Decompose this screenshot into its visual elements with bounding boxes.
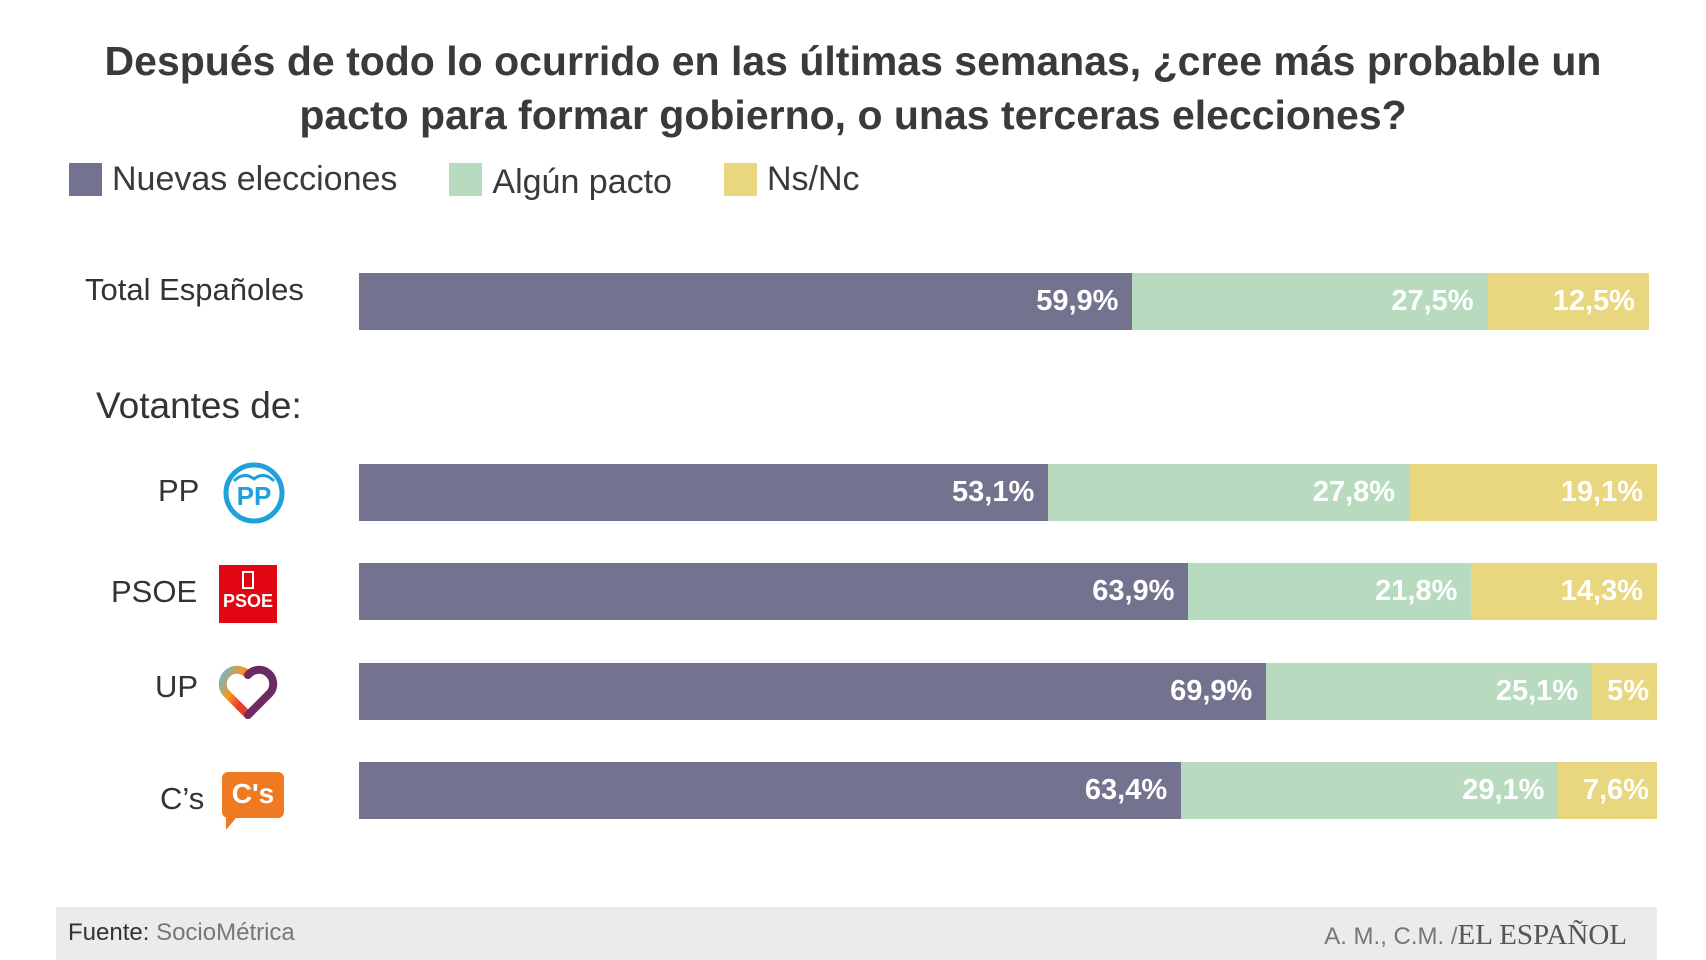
section-label: Votantes de: xyxy=(96,385,302,426)
credit-authors: A. M., C.M. / xyxy=(1324,923,1458,950)
bar-segment-alg-n-pacto: 21,8% xyxy=(1188,563,1472,620)
row-label-cs: C’s xyxy=(160,781,205,816)
cs-logo-icon: C's xyxy=(222,772,284,830)
bar-segment-ns-nc: 12,5% xyxy=(1487,273,1649,330)
footer: Fuente: SocioMétrica A. M., C.M. /EL ESP… xyxy=(56,907,1657,960)
bar-segment-alg-n-pacto: 27,8% xyxy=(1048,464,1410,521)
bar-segment-ns-nc: 5% xyxy=(1592,663,1657,720)
up-heart-logo-icon xyxy=(218,665,278,719)
bar-segment-ns-nc: 19,1% xyxy=(1409,464,1657,521)
cs-logo-text: C's xyxy=(231,778,275,809)
legend-item-algun-pacto: Algún pacto xyxy=(449,160,672,201)
data-label: 7,6% xyxy=(1582,774,1649,806)
data-label: 12,5% xyxy=(1552,285,1635,317)
row-label-psoe: PSOE xyxy=(111,574,198,609)
title-line-1: Después de todo lo ocurrido en las últim… xyxy=(104,38,1602,84)
data-label: 53,1% xyxy=(952,476,1035,508)
bar-row-2: 63,9% 21,8% 14,3% xyxy=(359,563,1657,620)
bar-segment-alg-n-pacto: 27,5% xyxy=(1132,273,1488,330)
chart-title: Después de todo lo ocurrido en las últim… xyxy=(0,34,1706,142)
legend-label: Ns/Nc xyxy=(766,160,860,198)
data-label: 25,1% xyxy=(1495,675,1579,707)
data-label: 27,8% xyxy=(1312,476,1396,508)
legend: Nuevas elecciones Algún pacto Ns/Nc xyxy=(69,160,912,201)
legend-label: Nuevas elecciones xyxy=(112,160,398,198)
bar-row-1: 53,1% 27,8% 19,1% xyxy=(359,464,1657,521)
data-label: 59,9% xyxy=(1036,285,1119,317)
credit: A. M., C.M. /EL ESPAÑOL xyxy=(1324,919,1627,952)
bar-segment-nuevas-elecciones: 59,9% xyxy=(359,273,1133,330)
legend-item-nuevas-elecciones: Nuevas elecciones xyxy=(69,160,397,199)
brand-logo: EL ESPAÑOL xyxy=(1457,919,1627,951)
bar-row-0: 59,9% 27,5% 12,5% xyxy=(359,273,1649,330)
data-label: 63,4% xyxy=(1084,774,1168,806)
bar-segment-nuevas-elecciones: 69,9% xyxy=(359,663,1267,720)
title-line-2: pacto para formar gobierno, o unas terce… xyxy=(299,92,1407,138)
bar-row-3: 69,9% 25,1% 5% xyxy=(359,663,1657,720)
data-label: 5% xyxy=(1607,675,1649,707)
source-label: Fuente: xyxy=(68,919,150,946)
source: Fuente: SocioMétrica xyxy=(68,919,295,947)
bar-segment-nuevas-elecciones: 63,9% xyxy=(359,563,1189,620)
row-label-total: Total Españoles xyxy=(85,272,304,307)
pp-logo-icon: PP xyxy=(223,462,285,524)
bar-segment-nuevas-elecciones: 63,4% xyxy=(359,762,1182,819)
data-label: 69,9% xyxy=(1170,675,1253,707)
data-label: 21,8% xyxy=(1375,575,1458,607)
bar-segment-ns-nc: 14,3% xyxy=(1471,563,1657,620)
bar-segment-ns-nc: 7,6% xyxy=(1558,762,1657,819)
legend-label: Algún pacto xyxy=(492,163,672,201)
data-label: 19,1% xyxy=(1560,476,1643,508)
source-name: SocioMétrica xyxy=(156,919,295,946)
bar-segment-alg-n-pacto: 29,1% xyxy=(1181,762,1559,819)
bar-row-4: 63,4% 29,1% 7,6% xyxy=(359,762,1657,819)
legend-item-ns-nc: Ns/Nc xyxy=(723,160,860,199)
legend-swatch xyxy=(69,163,102,196)
bar-segment-alg-n-pacto: 25,1% xyxy=(1266,663,1593,720)
legend-swatch xyxy=(449,163,483,196)
psoe-logo-icon: PSOE xyxy=(219,565,277,623)
bar-segment-nuevas-elecciones: 53,1% xyxy=(359,464,1049,521)
legend-swatch xyxy=(723,163,757,196)
psoe-logo-text: PSOE xyxy=(222,591,274,611)
data-label: 14,3% xyxy=(1560,575,1643,607)
data-label: 29,1% xyxy=(1462,774,1545,806)
data-label: 27,5% xyxy=(1391,285,1474,317)
svg-text:PP: PP xyxy=(237,481,272,511)
row-label-up: UP xyxy=(155,669,199,704)
row-label-pp: PP xyxy=(158,473,200,508)
data-label: 63,9% xyxy=(1092,575,1175,607)
